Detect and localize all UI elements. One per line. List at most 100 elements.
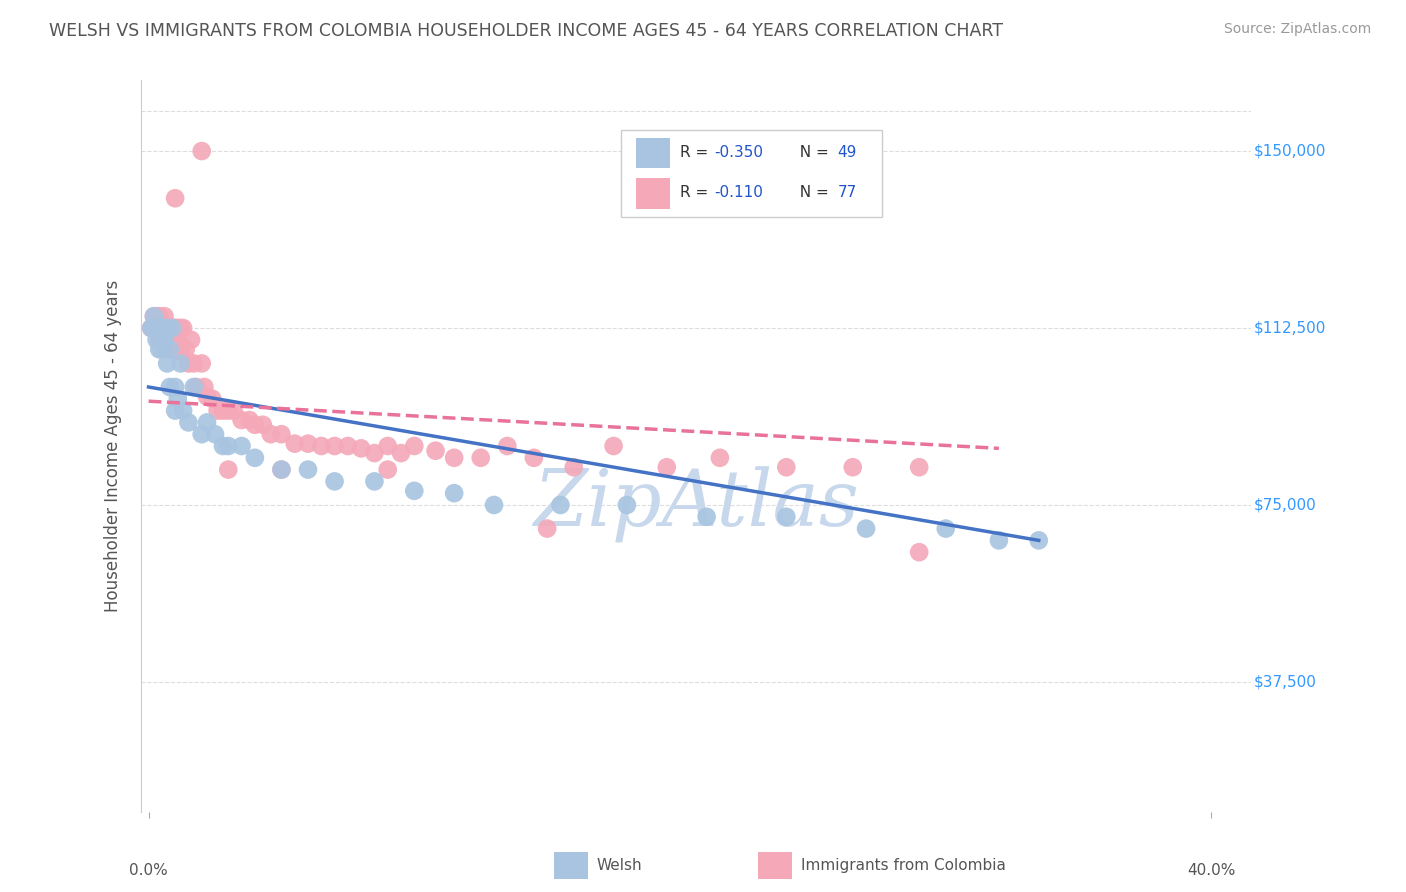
Point (696, 509, 718, 524)
Point (655, 460, 678, 475)
Point (363, 446, 385, 460)
Point (156, 321, 179, 335)
Point (204, 427, 226, 442)
Point (377, 439, 399, 453)
Point (159, 343, 181, 357)
Point (153, 310, 176, 324)
Text: -0.110: -0.110 (714, 186, 762, 200)
Point (159, 333, 181, 347)
Point (165, 343, 187, 357)
Text: -0.350: -0.350 (714, 145, 763, 160)
Point (148, 321, 170, 335)
Point (174, 343, 197, 357)
Point (165, 321, 187, 335)
Text: R =: R = (681, 145, 713, 160)
Text: $150,000: $150,000 (1254, 144, 1326, 159)
Point (150, 343, 173, 357)
Point (162, 321, 184, 335)
Point (150, 321, 173, 335)
Point (145, 333, 167, 347)
Text: $75,000: $75,000 (1254, 498, 1316, 513)
Point (142, 310, 165, 324)
Point (169, 344, 191, 359)
Point (166, 392, 188, 406)
Text: N =: N = (790, 186, 834, 200)
Point (523, 450, 546, 465)
Point (195, 416, 218, 430)
Point (141, 321, 163, 335)
Point (260, 427, 283, 442)
Point (153, 333, 176, 347)
Point (177, 356, 200, 370)
Point (842, 460, 865, 475)
Point (616, 498, 638, 512)
Point (217, 403, 239, 417)
Text: 40.0%: 40.0% (1187, 863, 1236, 878)
Point (443, 450, 465, 465)
Point (270, 462, 292, 476)
Point (217, 439, 239, 453)
Point (550, 498, 572, 512)
Point (172, 403, 194, 417)
Point (190, 356, 212, 370)
Point (297, 436, 319, 450)
Point (169, 356, 191, 370)
Point (150, 333, 173, 347)
Text: Immigrants from Colombia: Immigrants from Colombia (801, 858, 1007, 872)
Point (165, 321, 187, 335)
Point (177, 416, 200, 430)
Point (270, 462, 292, 476)
Point (231, 439, 253, 453)
Point (148, 343, 170, 357)
Point (323, 439, 346, 453)
Point (148, 333, 170, 347)
Point (496, 439, 519, 453)
Point (153, 321, 176, 335)
Text: Source: ZipAtlas.com: Source: ZipAtlas.com (1223, 22, 1371, 37)
Point (195, 389, 218, 403)
Text: $37,500: $37,500 (1254, 674, 1316, 690)
Point (145, 321, 167, 335)
Point (935, 522, 957, 536)
Point (470, 450, 492, 465)
Text: Welsh: Welsh (596, 858, 641, 872)
Point (172, 321, 194, 335)
Point (142, 310, 165, 324)
Point (145, 321, 167, 335)
Point (270, 427, 292, 442)
Point (231, 413, 253, 427)
Point (350, 442, 373, 456)
Point (186, 380, 208, 394)
Point (193, 380, 215, 394)
Point (1028, 533, 1050, 548)
Point (145, 310, 167, 324)
Point (165, 191, 187, 205)
Point (404, 439, 426, 453)
Point (201, 392, 224, 406)
Point (443, 486, 465, 500)
Point (190, 144, 212, 158)
Point (252, 417, 274, 432)
Point (377, 462, 399, 476)
Point (145, 321, 167, 335)
Point (165, 380, 187, 394)
Point (159, 321, 181, 335)
Point (166, 333, 188, 347)
Point (775, 509, 797, 524)
Point (855, 522, 877, 536)
Point (238, 413, 260, 427)
Point (150, 333, 173, 347)
Point (562, 460, 585, 475)
Text: ZipAtlas: ZipAtlas (533, 467, 859, 542)
Point (207, 403, 229, 417)
Point (775, 460, 797, 475)
Point (482, 498, 505, 512)
Point (169, 321, 191, 335)
Point (148, 321, 170, 335)
Text: $112,500: $112,500 (1254, 320, 1326, 335)
Point (156, 333, 179, 347)
Point (336, 439, 359, 453)
Point (142, 321, 165, 335)
Point (536, 522, 558, 536)
Point (987, 533, 1010, 548)
